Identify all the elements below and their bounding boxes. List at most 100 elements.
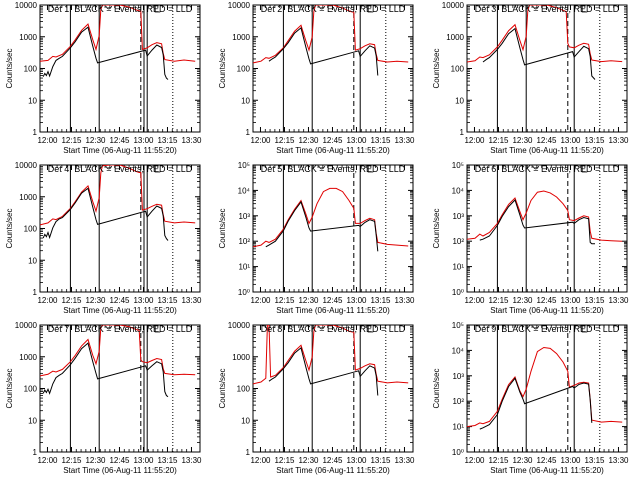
series-line-lld xyxy=(253,325,409,385)
y-tick-label: 10 xyxy=(455,96,464,105)
y-tick-label: 10 xyxy=(241,96,250,105)
panel-title: Det 9: BLACK = Events, RED = LLD xyxy=(475,324,620,334)
x-tick-label: 12:30 xyxy=(85,296,106,305)
x-tick-label: 13:15 xyxy=(370,136,391,145)
night-marker-icon xyxy=(367,5,374,13)
x-tick-label: 13:30 xyxy=(394,456,415,465)
x-tick-label: 13:30 xyxy=(608,136,629,145)
y-tick-label: 10000 xyxy=(228,1,251,10)
plot-frame xyxy=(252,164,414,293)
plot-frame xyxy=(39,164,201,293)
x-axis-label: Start Time (06-Aug-11 11:55:20) xyxy=(490,146,604,155)
x-tick-label: 13:15 xyxy=(157,456,178,465)
x-tick-label: 13:30 xyxy=(394,136,415,145)
y-tick-label: 10⁵ xyxy=(452,321,464,330)
y-tick-label: 10³ xyxy=(452,212,464,221)
panel-title: Det 2: BLACK = Events, RED = LLD xyxy=(261,4,406,14)
x-tick-label: 12:30 xyxy=(85,456,106,465)
series-line-lld xyxy=(467,5,623,63)
y-axis-label: Counts/sec xyxy=(432,48,441,88)
x-tick-label: 12:00 xyxy=(250,456,271,465)
y-axis-label: Counts/sec xyxy=(5,208,14,248)
y-axis-label: Counts/sec xyxy=(432,368,441,408)
x-tick-label: 13:30 xyxy=(394,296,415,305)
y-tick-label: 10 xyxy=(28,256,37,265)
series-line-events xyxy=(42,342,169,398)
y-tick-label: 10 xyxy=(28,416,37,425)
saa-marker-icon xyxy=(105,325,113,330)
plot-frame xyxy=(39,324,201,453)
x-tick-label: 13:15 xyxy=(370,296,391,305)
x-tick-label: 13:00 xyxy=(346,456,367,465)
y-tick-label: 10⁵ xyxy=(238,161,250,170)
x-axis-label: Start Time (06-Aug-11 11:55:20) xyxy=(276,146,390,155)
x-tick-label: 12:45 xyxy=(109,456,130,465)
y-tick-label: 100 xyxy=(24,225,38,234)
saa-marker-icon xyxy=(532,325,540,330)
series-line-events xyxy=(268,347,379,396)
x-tick-label: 12:30 xyxy=(512,296,533,305)
panel-det-2: 1 10 100 1000 10000 12:00 12:15 12:30 12:45 13:00… xyxy=(218,1,415,155)
night-marker-icon xyxy=(154,5,161,13)
y-tick-label: 10000 xyxy=(15,161,38,170)
x-tick-label: 13:15 xyxy=(584,136,605,145)
x-tick-label: 12:45 xyxy=(322,296,343,305)
plot-frame xyxy=(252,4,414,133)
x-tick-label: 13:30 xyxy=(608,456,629,465)
series-line-events xyxy=(42,187,169,241)
panel-title: Det 6: BLACK = Events, RED = LLD xyxy=(475,164,620,174)
y-tick-label: 10⁰ xyxy=(452,448,464,457)
x-tick-label: 13:00 xyxy=(346,296,367,305)
y-tick-label: 1000 xyxy=(19,193,37,202)
y-tick-label: 1000 xyxy=(232,33,250,42)
y-tick-label: 1 xyxy=(460,128,465,137)
x-tick-label: 12:45 xyxy=(322,456,343,465)
panel-title: Det 5: BLACK = Events, RED = LLD xyxy=(261,164,406,174)
y-tick-label: 10⁰ xyxy=(238,288,250,297)
series-line-events xyxy=(479,377,593,430)
night-marker-icon xyxy=(581,5,588,13)
x-tick-label: 12:00 xyxy=(464,296,485,305)
night-marker-icon xyxy=(581,165,588,173)
x-tick-label: 12:15 xyxy=(61,456,82,465)
series-line-lld xyxy=(253,187,409,248)
x-tick-label: 12:15 xyxy=(274,456,295,465)
saa-marker-icon xyxy=(318,5,326,10)
panel-det-1: 1 10 100 1000 10000 12:00 12:15 12:30 12:45 13:00… xyxy=(5,1,202,155)
panel-title: Det 7: BLACK = Events, RED = LLD xyxy=(48,324,193,334)
y-tick-label: 10² xyxy=(238,237,250,246)
saa-marker-icon xyxy=(318,325,326,330)
x-tick-label: 12:00 xyxy=(464,456,485,465)
series-line-lld xyxy=(40,165,196,226)
y-tick-label: 10000 xyxy=(442,1,465,10)
x-tick-label: 13:30 xyxy=(181,296,202,305)
x-tick-label: 12:00 xyxy=(250,296,271,305)
saa-marker-icon xyxy=(105,5,113,10)
x-tick-label: 12:45 xyxy=(322,136,343,145)
y-tick-label: 10³ xyxy=(238,212,250,221)
panel-det-3: 1 10 100 1000 10000 12:00 12:15 12:30 12:45 13:00… xyxy=(432,1,629,155)
y-tick-label: 10⁵ xyxy=(452,161,464,170)
x-tick-label: 12:15 xyxy=(61,296,82,305)
x-tick-label: 12:30 xyxy=(85,136,106,145)
series-line-events xyxy=(265,200,379,252)
x-axis-label: Start Time (06-Aug-11 11:55:20) xyxy=(63,146,177,155)
plot-frame xyxy=(466,324,628,453)
x-tick-label: 12:45 xyxy=(109,136,130,145)
saa-marker-icon xyxy=(318,165,326,170)
y-tick-label: 1 xyxy=(246,448,251,457)
y-tick-label: 10¹ xyxy=(452,263,464,272)
y-tick-label: 10 xyxy=(28,96,37,105)
x-axis-label: Start Time (06-Aug-11 11:55:20) xyxy=(490,306,604,315)
x-tick-label: 13:00 xyxy=(560,456,581,465)
saa-marker-icon xyxy=(532,5,540,10)
panel-det-8: 1 10 100 1000 10000 12:00 12:15 12:30 12:45 13:00… xyxy=(218,321,415,475)
y-axis-label: Counts/sec xyxy=(5,368,14,408)
x-tick-label: 12:30 xyxy=(512,136,533,145)
x-tick-label: 12:45 xyxy=(536,296,557,305)
y-tick-label: 1 xyxy=(33,448,38,457)
x-tick-label: 12:15 xyxy=(488,296,509,305)
x-tick-label: 13:00 xyxy=(560,136,581,145)
